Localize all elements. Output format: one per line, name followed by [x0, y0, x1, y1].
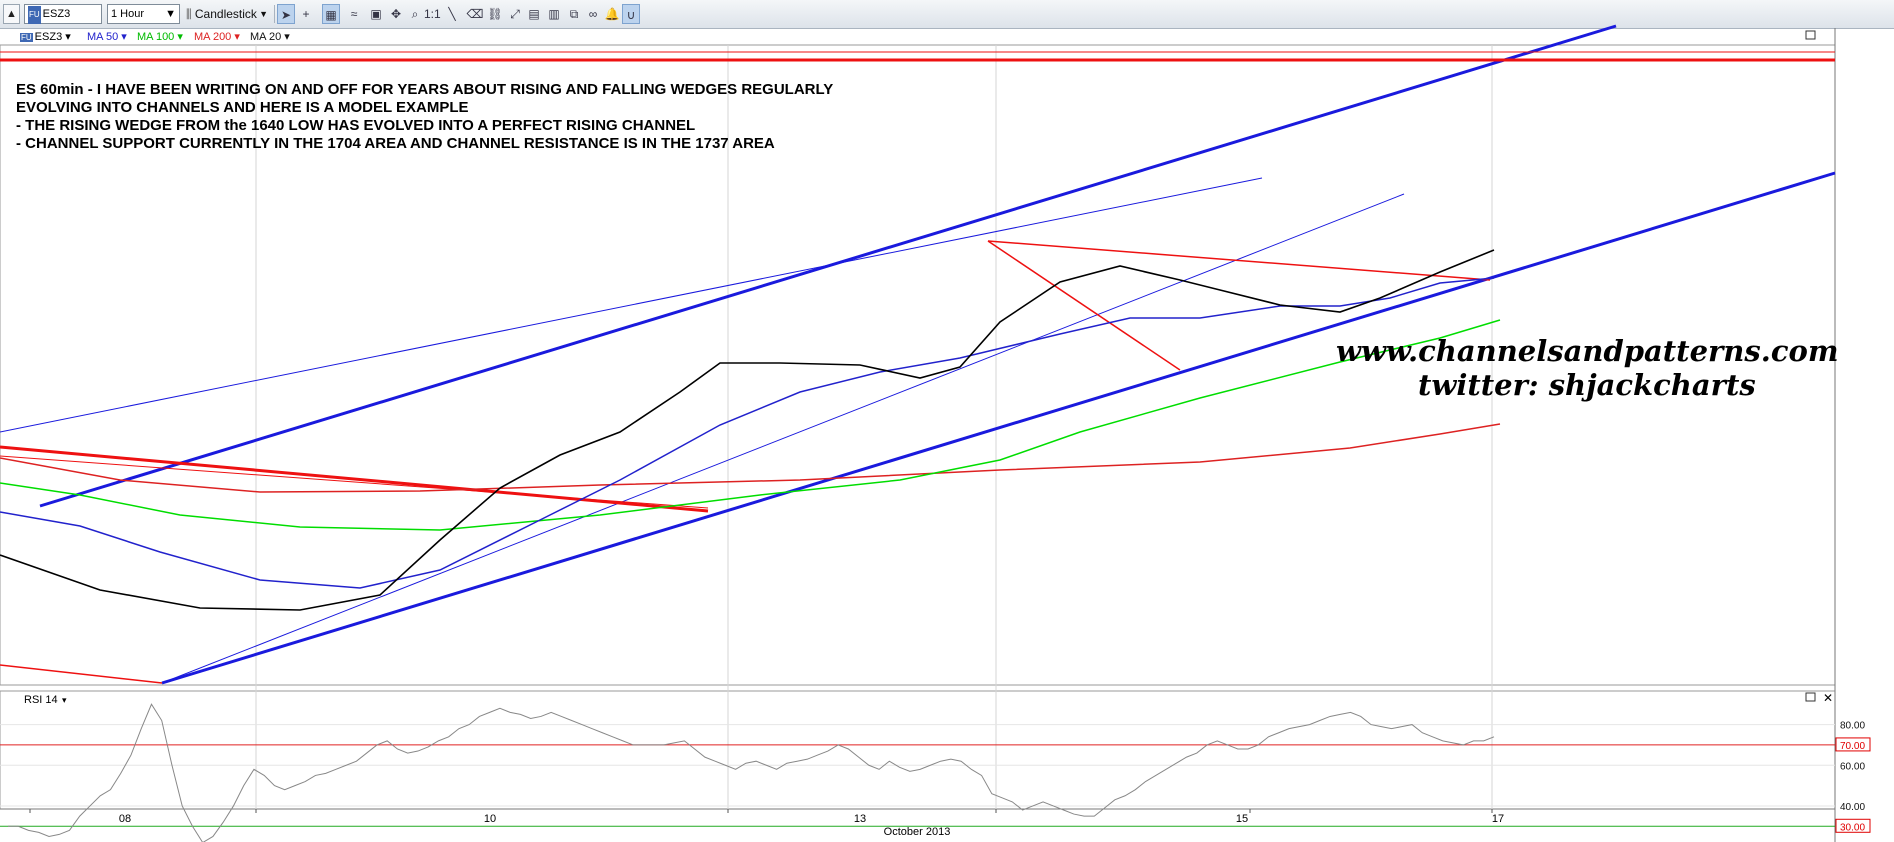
maximize-rsi-icon — [1805, 692, 1816, 702]
rsi-panel — [0, 690, 1836, 810]
expand-icon[interactable]: ⤢ — [510, 7, 520, 21]
x-tick-label: 13 — [854, 813, 866, 825]
annotation-line-1: ES 60min - I HAVE BEEN WRITING ON AND OF… — [16, 81, 833, 98]
rsi-line — [8, 703, 1495, 842]
dropdown-arrow-icon: ▼ — [165, 8, 176, 20]
indicator-legend: FU ESZ3 ▾ MA 50 ▾ MA 100 ▾ MA 200 ▾ MA 20… — [0, 28, 1830, 45]
legend-symbol-label: ESZ3 — [34, 31, 63, 43]
legend-ma50[interactable]: MA 50 ▾ — [87, 31, 127, 43]
dropdown-arrow-icon: ▼ — [259, 9, 268, 19]
x-tick-label: 17 — [1492, 813, 1504, 825]
triangle-diagonal-line — [987, 240, 1181, 371]
symbol-input[interactable]: FU ESZ3 — [24, 4, 102, 24]
ma200-line — [0, 423, 1501, 493]
x-tick-label: 08 — [119, 813, 131, 825]
rsi-label-60: 60.00 — [1840, 761, 1865, 772]
chart-style-value: Candlestick — [194, 7, 257, 21]
legend-ma20[interactable]: MA 20 ▾ — [250, 31, 290, 43]
wedge-upper-line — [0, 177, 1263, 433]
data-box-icon[interactable]: ▣ — [370, 7, 382, 21]
chart-link-icon[interactable]: ⧉ — [569, 7, 579, 21]
scale-label: 1:1 — [424, 7, 441, 21]
annotation-line-3: - THE RISING WEDGE FROM the 1640 LOW HAS… — [16, 117, 695, 134]
crosshair-icon[interactable]: + — [302, 7, 310, 21]
rsi-label-30: 30.00 — [1840, 822, 1865, 833]
annotation-line-4: - CHANNEL SUPPORT CURRENTLY IN THE 1704 … — [16, 135, 775, 152]
rsi-legend-label: RSI 14 — [24, 694, 58, 706]
triangle-upper-line — [987, 240, 1491, 281]
magnet-icon[interactable]: ∪ — [622, 4, 640, 24]
watermark-website: www.channelsandpatterns.com — [1336, 334, 1839, 368]
eraser-icon[interactable]: ⌫ — [466, 7, 484, 21]
alert-bell-icon[interactable]: 🔔 — [604, 7, 620, 21]
rsi-legend-arrow[interactable]: ▾ — [62, 695, 67, 705]
x-tick-label: 15 — [1236, 813, 1248, 825]
watermark-twitter: twitter: shjackcharts — [1418, 368, 1756, 402]
rsi-label-80: 80.00 — [1840, 721, 1865, 732]
studies-icon[interactable]: ▤ — [528, 7, 540, 21]
x-month-label: October 2013 — [884, 826, 951, 838]
scale-one-to-one-button[interactable]: 1:1 — [424, 4, 441, 24]
draw-tools-icon[interactable]: ≈ — [350, 7, 358, 21]
wedge-lower-line — [161, 193, 1405, 684]
ma100-line — [0, 319, 1501, 531]
futures-badge-icon: FU — [28, 6, 41, 24]
cursor-icon[interactable]: ➤ — [277, 4, 295, 24]
legend-ma20-label: MA 20 — [250, 31, 282, 43]
legend-ma200[interactable]: MA 200 ▾ — [194, 31, 240, 43]
close-rsi-icon[interactable]: ✕ — [1823, 691, 1833, 705]
pan-icon[interactable]: ✥ — [390, 7, 402, 21]
legend-symbol[interactable]: FU ESZ3 ▾ — [20, 31, 71, 43]
chart-style-select[interactable]: ⫼ Candlestick ▼ — [186, 4, 270, 24]
grid-icon[interactable]: ▦ — [322, 4, 340, 24]
rsi-label-40: 40.00 — [1840, 802, 1865, 813]
legend-ma200-label: MA 200 — [194, 31, 232, 43]
support-trendline — [0, 664, 163, 684]
symbol-input-value: ESZ3 — [42, 8, 71, 20]
falling-trendline — [0, 445, 709, 513]
line-tool-icon[interactable]: ╲ — [448, 7, 456, 21]
collapse-icon[interactable]: ▲ — [3, 4, 20, 24]
template-icon[interactable]: ▥ — [548, 7, 560, 21]
glasses-icon[interactable]: ∞ — [588, 7, 598, 21]
channel-resistance-line — [39, 24, 1617, 508]
rsi-label-box — [1835, 737, 1871, 752]
legend-ma100-label: MA 100 — [137, 31, 175, 43]
falling-trendline-thin — [0, 455, 709, 509]
interval-select[interactable]: 1 Hour ▼ — [107, 4, 180, 24]
candlestick-icon: ⫼ — [186, 7, 192, 21]
x-tick-label: 10 — [484, 813, 496, 825]
rsi-label-70: 70.00 — [1840, 741, 1865, 752]
interval-value: 1 Hour — [111, 8, 145, 20]
maximize-panel-icon — [1805, 30, 1816, 40]
annotation-line-2: EVOLVING INTO CHANNELS AND HERE IS A MOD… — [16, 99, 469, 116]
legend-ma50-label: MA 50 — [87, 31, 119, 43]
futures-badge-icon: FU — [20, 33, 33, 42]
zoom-icon[interactable]: ⌕ — [411, 7, 419, 21]
legend-ma100[interactable]: MA 100 ▾ — [137, 31, 183, 43]
rsi-label-box — [1835, 818, 1871, 833]
link-icon[interactable]: ⛓ — [487, 7, 503, 21]
channel-support-line — [161, 171, 1836, 685]
ma50-line — [0, 277, 1495, 589]
ma20-line — [0, 249, 1495, 611]
